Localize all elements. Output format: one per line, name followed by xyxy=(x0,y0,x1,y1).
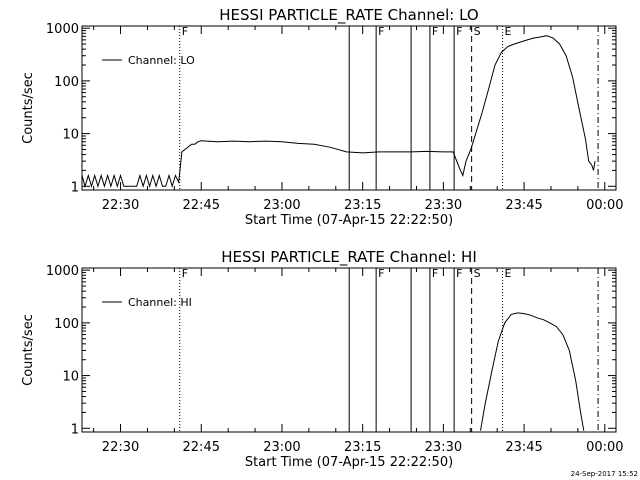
x-tick-label: 23:30 xyxy=(425,198,462,213)
y-tick-label: 1 xyxy=(71,180,79,195)
legend-label: Channel: LO xyxy=(128,54,195,67)
series-line xyxy=(81,35,596,189)
marker-label: S xyxy=(474,25,481,38)
marker-label: E xyxy=(505,25,512,38)
x-tick-label: 23:00 xyxy=(263,198,300,213)
y-tick-label: 10 xyxy=(62,128,79,143)
legend-label: Channel: HI xyxy=(128,296,192,309)
marker-label: F xyxy=(432,25,438,38)
marker-label: F xyxy=(182,267,188,280)
x-tick-label: 23:45 xyxy=(505,440,542,455)
x-tick-label: 22:30 xyxy=(102,198,139,213)
series-line xyxy=(480,312,585,431)
y-tick-label: 1000 xyxy=(46,22,79,37)
footer-timestamp: 24-Sep-2017 15:52 xyxy=(571,470,638,478)
marker-label: F xyxy=(378,25,384,38)
x-tick-label: 23:15 xyxy=(344,198,381,213)
y-tick-label: 100 xyxy=(54,317,79,332)
marker-label: E xyxy=(505,267,512,280)
x-tick-label: 22:30 xyxy=(102,440,139,455)
x-tick-label: 23:30 xyxy=(425,440,462,455)
y-axis-label: Counts/sec xyxy=(21,314,36,386)
chart-panel-0: HESSI PARTICLE_RATE Channel: LO 1 10 100 100… xyxy=(21,6,624,228)
chart-title: HESSI PARTICLE_RATE Channel: LO xyxy=(219,6,478,25)
x-tick-label: 23:00 xyxy=(263,440,300,455)
chart-panel-1: HESSI PARTICLE_RATE Channel: HI 1 10 100 100… xyxy=(21,248,624,470)
y-axis-label: Counts/sec xyxy=(21,72,36,144)
marker-label: F xyxy=(378,267,384,280)
x-tick-label: 23:15 xyxy=(344,440,381,455)
marker-label: F xyxy=(456,267,462,280)
y-tick-label: 10 xyxy=(62,370,79,385)
x-axis-label: Start Time (07-Apr-15 22:22:50) xyxy=(245,213,453,228)
marker-label: S xyxy=(474,267,481,280)
x-tick-label: 23:45 xyxy=(505,198,542,213)
x-tick-label: 00:00 xyxy=(586,440,623,455)
x-tick-label: 22:45 xyxy=(183,198,220,213)
y-tick-label: 100 xyxy=(54,75,79,90)
x-tick-label: 22:45 xyxy=(183,440,220,455)
x-tick-label: 00:00 xyxy=(586,198,623,213)
marker-label: F xyxy=(432,267,438,280)
y-tick-label: 1000 xyxy=(46,264,79,279)
marker-label: F xyxy=(182,25,188,38)
y-tick-label: 1 xyxy=(71,422,79,437)
x-axis-label: Start Time (07-Apr-15 22:22:50) xyxy=(245,455,453,470)
chart-title: HESSI PARTICLE_RATE Channel: HI xyxy=(221,248,477,267)
marker-label: F xyxy=(456,25,462,38)
